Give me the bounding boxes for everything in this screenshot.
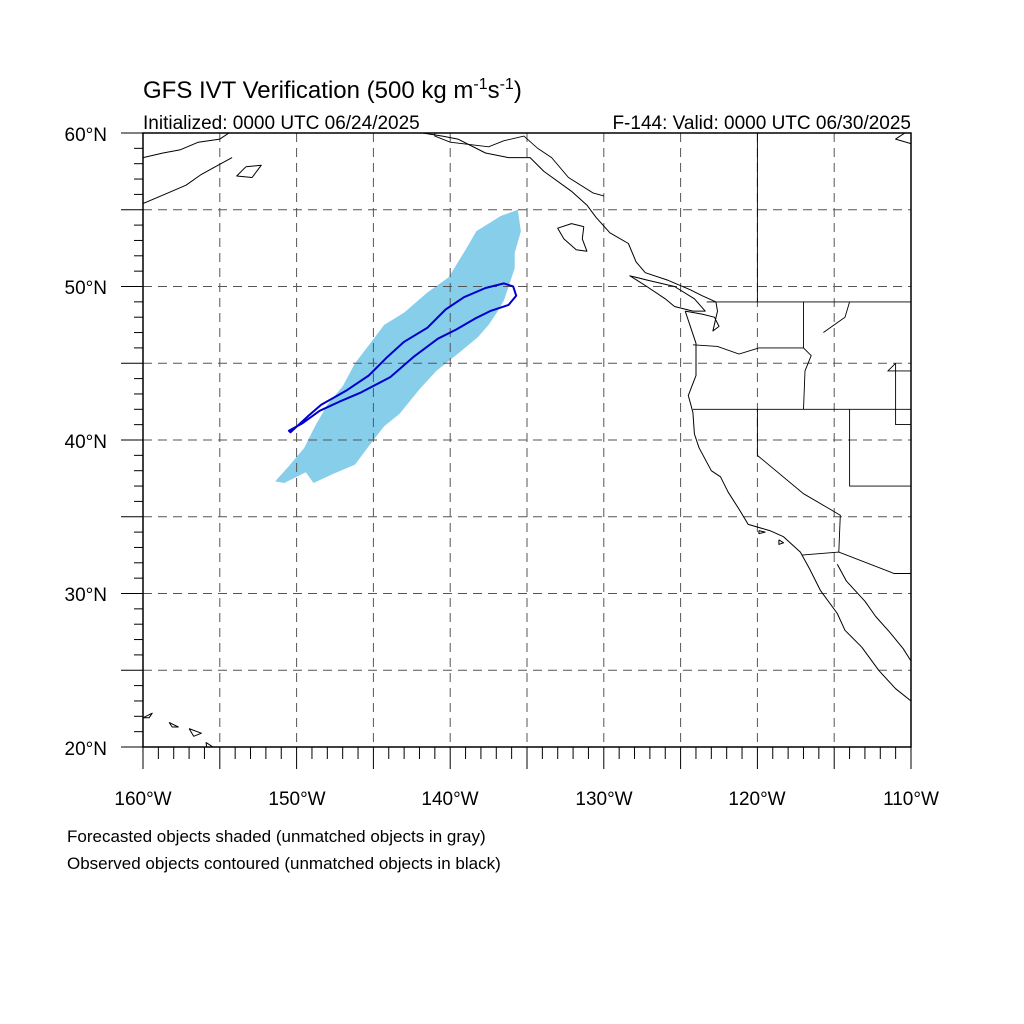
coastline (778, 539, 784, 545)
political-border (895, 363, 911, 426)
coastline (205, 741, 214, 747)
map-plot-area (143, 133, 911, 747)
map-title-mid: s (488, 77, 500, 104)
lon-label-120w: 120°W (728, 789, 785, 810)
note-observed: Observed objects contoured (unmatched ob… (67, 854, 501, 873)
map-title: GFS IVT Verification (500 kg m-1s-1) (143, 76, 522, 104)
lon-label-130w: 130°W (575, 789, 632, 810)
coastline (143, 712, 153, 719)
geography-layer (143, 133, 911, 747)
coastline (188, 728, 202, 737)
political-border (756, 409, 841, 553)
map-title-sup2: -1 (500, 76, 514, 93)
political-border (849, 409, 911, 487)
observed-ivt-object (287, 282, 518, 434)
lon-label-110w: 110°W (883, 789, 939, 810)
coastline (422, 133, 720, 332)
coastline (895, 133, 911, 145)
graticule-layer (143, 133, 911, 747)
map-title-main: GFS IVT Verification (500 kg m (143, 77, 473, 104)
political-border (803, 347, 812, 410)
coastline (143, 157, 233, 205)
lat-label-30n: 30°N (65, 585, 107, 606)
coastline (629, 275, 706, 312)
coastline (758, 530, 766, 535)
lon-label-140w: 140°W (421, 789, 478, 810)
lat-label-40n: 40°N (65, 432, 107, 453)
lat-label-50n: 50°N (65, 278, 107, 299)
lat-label-20n: 20°N (65, 739, 107, 760)
init-time-label: Initialized: 0000 UTC 06/24/2025 (143, 113, 420, 134)
political-border (823, 301, 851, 333)
lon-label-150w: 150°W (268, 789, 325, 810)
coastline (684, 310, 911, 702)
map-title-end: ) (514, 77, 522, 104)
axis-ticks (121, 132, 912, 769)
political-border (801, 551, 911, 574)
map-title-sup1: -1 (473, 76, 487, 93)
coastline (168, 721, 179, 728)
coastline (557, 223, 588, 252)
lat-label-60n: 60°N (65, 125, 107, 146)
valid-time-label: F-144: Valid: 0000 UTC 06/30/2025 (612, 113, 911, 134)
political-border (886, 362, 911, 372)
political-border (692, 301, 804, 355)
lon-label-160w: 160°W (114, 789, 171, 810)
coastline (143, 133, 230, 159)
observed-object-layer (287, 282, 518, 434)
political-border (434, 133, 604, 197)
coastline (236, 164, 262, 178)
coastline (836, 564, 911, 662)
note-forecast: Forecasted objects shaded (unmatched obj… (67, 827, 486, 846)
